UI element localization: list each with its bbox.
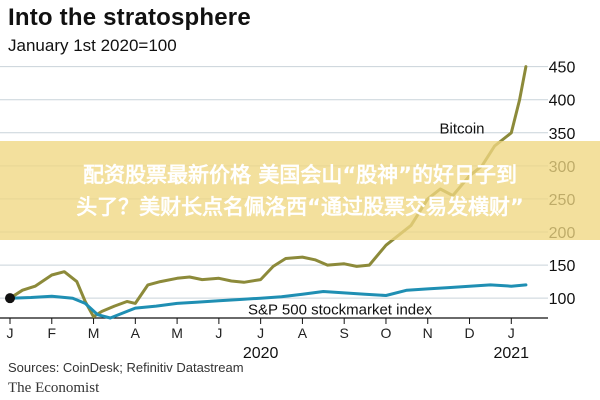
publisher-brand: The Economist — [8, 380, 100, 396]
x-tick-label-8: S — [340, 325, 349, 341]
series-line-1 — [8, 283, 528, 320]
x-tick-label-4: M — [171, 325, 183, 341]
chart-title: Into the stratosphere — [8, 4, 251, 31]
x-tick-label-5: J — [215, 325, 222, 341]
x-tick-label-7: A — [298, 325, 308, 341]
headline-text: 配资股票最新价格 美国会山“股神”的好日子到 头了？美财长点名佩洛西“通过股票交… — [0, 141, 600, 240]
series-label-bitcoin: Bitcoin — [439, 120, 484, 137]
y-tick-label-450: 450 — [549, 60, 576, 77]
start-point-marker — [5, 293, 15, 304]
y-tick-label-350: 350 — [549, 126, 576, 143]
chart-subtitle: January 1st 2020=100 — [8, 36, 177, 55]
year-label-2020: 2020 — [243, 345, 279, 362]
y-tick-label-100: 100 — [549, 291, 576, 308]
x-tick-label-10: N — [423, 325, 433, 341]
x-tick-label-6: J — [257, 325, 264, 341]
headline-line-1: 配资股票最新价格 美国会山“股神”的好日子到 — [83, 162, 517, 187]
y-tick-label-150: 150 — [549, 258, 576, 275]
sources-note: Sources: CoinDesk; Refinitiv Datastream — [8, 360, 244, 375]
headline-banner[interactable]: 配资股票最新价格 美国会山“股神”的好日子到 头了？美财长点名佩洛西“通过股票交… — [0, 141, 600, 240]
x-tick-label-11: D — [464, 325, 474, 341]
x-tick-label-3: A — [131, 325, 141, 341]
year-label-2021: 2021 — [493, 345, 529, 362]
x-tick-label-9: O — [381, 325, 392, 341]
x-tick-label-0: J — [7, 325, 14, 341]
x-tick-label-2: M — [88, 325, 100, 341]
y-tick-label-400: 400 — [549, 93, 576, 110]
series-label-sp500: S&P 500 stockmarket index — [248, 302, 432, 319]
headline-line-2: 头了？美财长点名佩洛西“通过股票交易发横财” — [76, 194, 524, 219]
x-tick-label-12: J — [508, 325, 515, 341]
x-tick-label-1: F — [47, 325, 56, 341]
